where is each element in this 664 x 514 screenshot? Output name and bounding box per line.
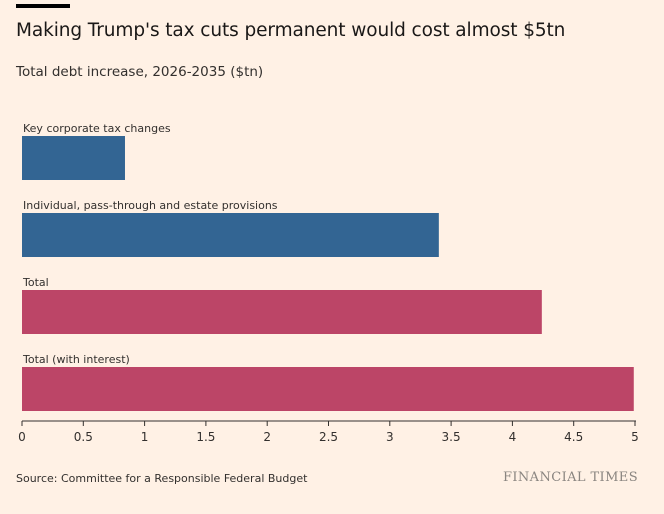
category-label: Individual, pass-through and estate prov… <box>23 199 278 212</box>
x-tick-label: 0 <box>18 430 26 444</box>
x-tick-label: 4.5 <box>564 430 583 444</box>
x-tick-label: 4 <box>509 430 517 444</box>
bar <box>22 136 125 180</box>
x-tick-label: 5 <box>631 430 639 444</box>
chart-title: Making Trump's tax cuts permanent would … <box>16 20 566 41</box>
x-tick-label: 2 <box>263 430 271 444</box>
financial-times-logo: FINANCIAL TIMES <box>502 470 638 485</box>
bar <box>22 290 542 334</box>
category-label: Key corporate tax changes <box>23 122 171 135</box>
category-label: Total (with interest) <box>22 353 130 366</box>
x-tick-label: 3 <box>386 430 394 444</box>
x-tick-label: 1 <box>141 430 149 444</box>
brand-rule <box>16 4 70 8</box>
chart-subtitle: Total debt increase, 2026-2035 ($tn) <box>16 64 264 80</box>
x-tick-label: 0.5 <box>74 430 93 444</box>
bar <box>22 367 634 411</box>
x-tick-label: 3.5 <box>442 430 461 444</box>
source-note: Source: Committee for a Responsible Fede… <box>16 472 308 485</box>
x-tick-label: 1.5 <box>196 430 215 444</box>
category-label: Total <box>22 276 49 289</box>
bar <box>22 213 439 257</box>
x-tick-label: 2.5 <box>319 430 338 444</box>
